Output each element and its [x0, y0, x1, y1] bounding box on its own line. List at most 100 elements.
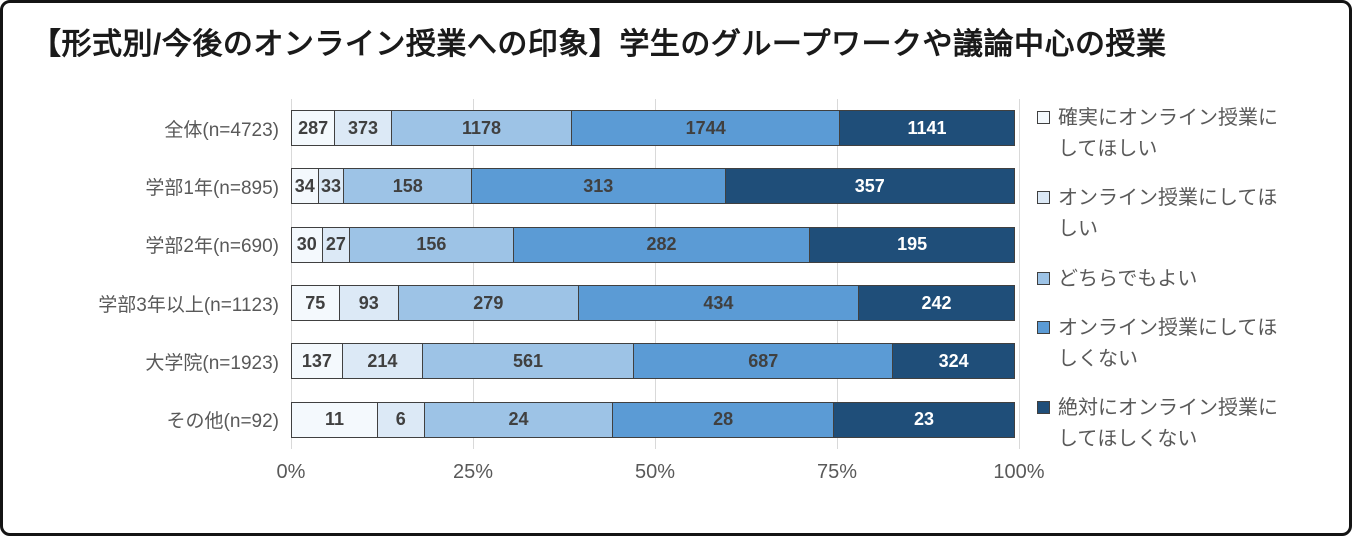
bar-segment: 27: [321, 226, 351, 263]
legend-label: 絶対にオンライン授業にしてほしくない: [1058, 397, 1278, 450]
segment-value: 11: [325, 409, 345, 430]
plot-area: 全体(n=4723) 287 373 1178 1744 1141 学部1年(n=895) 3…: [3, 99, 1020, 449]
chart-row: 学部2年(n=690) 30 27 156 282 195: [3, 216, 1019, 274]
segment-value: 27: [325, 234, 346, 255]
bar-segment: 313: [470, 168, 726, 205]
bar-segment: 158: [343, 168, 472, 205]
segment-value: 561: [513, 350, 544, 371]
stacked-bar: 287 373 1178 1744 1141: [291, 110, 1019, 147]
category-label: 学部3年以上(n=1123): [98, 294, 279, 316]
chart-title: 【形式別/今後のオンライン授業への印象】学生のグループワークや議論中心の授業: [31, 28, 1167, 61]
segment-value: 6: [395, 409, 406, 430]
bar-segment: 11: [291, 401, 379, 438]
segment-value: 214: [367, 350, 398, 371]
stacked-bar: 30 27 156 282 195: [291, 226, 1019, 263]
chart-row: 大学院(n=1923) 137 214 561 687 324: [3, 332, 1019, 390]
segment-value: 93: [358, 292, 379, 313]
bar-segment: 324: [892, 343, 1015, 380]
segment-value: 23: [913, 409, 934, 430]
legend-label: 確実にオンライン授業にしてほしい: [1058, 107, 1278, 160]
segment-value: 434: [703, 292, 734, 313]
legend: 確実にオンライン授業にしてほしい オンライン授業にしてほしいどちらでもよいオンライ…: [1037, 103, 1339, 455]
category-label: 学部1年(n=895): [145, 177, 279, 199]
legend-item: オンライン授業にしてほしい: [1037, 183, 1339, 245]
category-label: 全体(n=4723): [164, 119, 279, 141]
gridline: [837, 99, 838, 449]
legend-item: 確実にオンライン授業にしてほしい: [1037, 103, 1339, 165]
chart-row: 全体(n=4723) 287 373 1178 1744 1141: [3, 99, 1019, 157]
segment-value: 287: [298, 117, 329, 138]
segment-value: 156: [416, 234, 447, 255]
segment-value: 28: [713, 409, 734, 430]
stacked-bar: 11 6 24 28 23: [291, 401, 1019, 438]
segment-value: 279: [473, 292, 504, 313]
legend-swatch: [1037, 111, 1050, 124]
legend-item: 絶対にオンライン授業にしてほしくない: [1037, 393, 1339, 455]
segment-value: 1178: [461, 117, 502, 138]
bar-rows: 全体(n=4723) 287 373 1178 1744 1141 学部1年(n=895) 3…: [3, 99, 1019, 449]
segment-value: 313: [583, 175, 614, 196]
bar-segment: 1178: [390, 110, 573, 147]
bar-segment: 1744: [571, 110, 841, 147]
stacked-bar: 75 93 279 434 242: [291, 285, 1019, 322]
gridline: [1019, 99, 1020, 449]
chart-row: その他(n=92) 11 6 24 28 23: [3, 391, 1019, 449]
gridlines: [291, 99, 1020, 449]
bar-segment: 93: [338, 285, 399, 322]
segment-value: 34: [294, 175, 315, 196]
bar-segment: 214: [341, 343, 423, 380]
stacked-bar: 34 33 158 313 357: [291, 168, 1019, 205]
category-label: その他(n=92): [166, 411, 279, 433]
bar-segment: 279: [397, 285, 579, 322]
legend-label: オンライン授業にしてほしい: [1058, 187, 1278, 241]
bar-segment: 287: [291, 110, 336, 147]
category-label: 学部2年(n=690): [145, 236, 279, 258]
segment-value: 357: [854, 175, 885, 196]
segment-value: 373: [347, 117, 378, 138]
segment-value: 24: [508, 409, 529, 430]
legend-swatch: [1037, 271, 1050, 285]
x-tick-label: 75%: [816, 461, 858, 483]
bar-segment: 373: [334, 110, 392, 147]
legend-swatch: [1037, 401, 1050, 414]
segment-value: 158: [392, 175, 423, 196]
bar-segment: 1141: [839, 110, 1015, 147]
legend-label: オンライン授業にしてほしくない: [1058, 316, 1278, 370]
segment-value: 33: [321, 175, 342, 196]
bar-segment: 357: [724, 168, 1015, 205]
bar-segment: 28: [612, 401, 834, 438]
x-tick-label: 0%: [276, 461, 306, 483]
legend-item: オンライン授業にしてほしくない: [1037, 313, 1339, 375]
legend-item: どちらでもよい: [1037, 264, 1339, 295]
segment-value: 324: [938, 350, 969, 371]
bar-segment: 75: [291, 285, 340, 322]
bar-segment: 137: [291, 343, 343, 380]
segment-value: 242: [921, 292, 952, 313]
segment-value: 137: [301, 350, 332, 371]
segment-value: 1141: [907, 117, 947, 138]
segment-value: 282: [646, 234, 677, 255]
x-tick-label: 50%: [634, 461, 676, 483]
gridline: [291, 99, 292, 449]
bar-segment: 687: [633, 343, 894, 380]
x-axis: 0% 25% 50% 75% 100%: [277, 461, 1045, 491]
bar-segment: 561: [421, 343, 635, 380]
stacked-bar: 137 214 561 687 324: [291, 343, 1019, 380]
bar-segment: 33: [317, 168, 345, 205]
bar-segment: 242: [858, 285, 1015, 322]
x-tick-label: 25%: [452, 461, 494, 483]
chart-row: 学部1年(n=895) 34 33 158 313 357: [3, 157, 1019, 215]
segment-value: 195: [897, 234, 928, 255]
segment-value: 30: [296, 234, 317, 255]
bar-segment: 34: [291, 168, 319, 205]
segment-value: 1744: [685, 117, 726, 138]
bar-segment: 6: [377, 401, 425, 438]
x-tick-label: 100%: [993, 461, 1045, 483]
category-label: 大学院(n=1923): [145, 352, 279, 374]
gridline: [473, 99, 474, 449]
bar-segment: 24: [423, 401, 614, 438]
segment-value: 75: [305, 292, 326, 313]
chart-row: 学部3年以上(n=1123) 75 93 279 434 242: [3, 274, 1019, 332]
legend-swatch: [1037, 191, 1050, 205]
